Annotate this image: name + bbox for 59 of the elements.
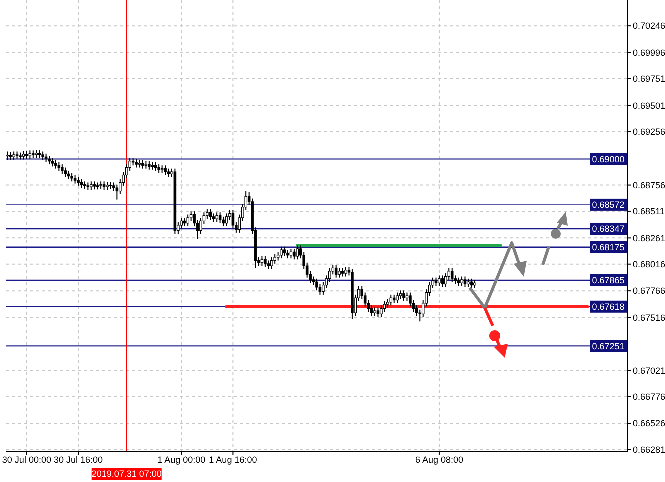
y-tick-label: 0.66776 [633,392,665,402]
candlestick [396,292,399,304]
y-tick-label: 0.66281 [633,444,665,455]
y-tick-label: 0.69751 [633,74,665,84]
ref-line-label: 0.67865 [592,276,625,286]
candlestick [338,268,341,278]
y-tick-label: 0.69256 [633,127,665,138]
ref-line-label: 0.68175 [592,242,625,253]
candlestick [209,208,212,221]
x-tick-label: 6 Aug 08:00 [415,455,464,465]
candlestick [116,184,119,200]
y-tick-label: 0.68511 [633,206,665,217]
y-tick-label: 0.68261 [633,233,665,244]
y-tick-label: 0.67516 [633,312,665,323]
ref-line-label: 0.69000 [592,154,625,164]
candlestick [61,164,64,175]
y-tick-label: 0.66526 [633,418,665,429]
ref-line-label: 0.68572 [592,200,625,210]
candlestick [232,210,235,230]
candlestick [380,305,383,318]
y-tick-label: 0.69996 [633,48,665,58]
y-tick-label: 0.69501 [633,100,665,111]
candlestick [186,214,190,228]
candlestick [344,266,348,278]
x-tick-label: 30 Jul 00:00 [2,455,52,465]
candlestick [464,276,467,288]
candlestick [390,294,393,306]
y-tick-label: 0.68756 [633,180,665,190]
candlestick [222,216,225,228]
candlestick [218,212,222,224]
candlestick [441,275,444,288]
y-tick-label: 0.68016 [633,260,665,270]
y-tick-label: 0.70246 [633,21,665,32]
x-tick-label: 1 Aug 00:00 [158,455,206,465]
candlestick [264,256,267,268]
candlestick [216,212,218,223]
candlestick [293,248,296,260]
candlestick [450,268,454,283]
candlestick [164,165,167,176]
y-tick-label: 0.67021 [633,366,665,376]
candlestick [402,290,406,302]
x-tick-label: 30 Jul 16:00 [54,455,104,465]
y-tick-label: 0.67766 [633,286,665,296]
x-tick-label: 2019.07.31 07:00 [92,469,162,479]
candlestick [296,245,300,260]
candlestick [334,264,338,278]
candlestick [270,257,274,270]
candlestick [225,213,228,228]
candlestick [316,278,318,292]
candlestick [460,276,464,287]
candlestick [376,307,380,318]
candlestick [438,275,441,287]
candlestick [283,246,286,257]
ref-line-label: 0.67618 [592,302,625,312]
candlestick [280,246,283,260]
x-tick-label: 1 Aug 16:00 [209,455,258,465]
ref-line-label: 0.67251 [592,341,625,352]
candlestick [64,167,68,178]
ref-line-label: 0.68347 [592,224,625,234]
